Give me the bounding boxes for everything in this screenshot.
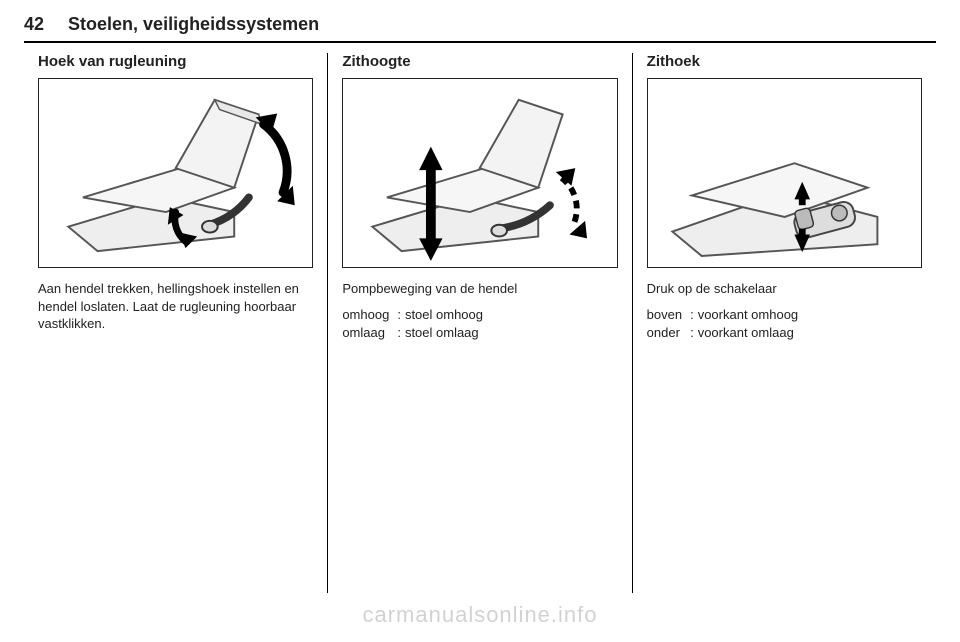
kv-colon: :: [686, 324, 698, 343]
table-row: omlaag : stoel omlaag: [342, 324, 487, 343]
page-header: 42 Stoelen, veiligheidssystemen: [24, 14, 936, 43]
content-columns: Hoek van rugleuning: [24, 53, 936, 593]
kv-colon: :: [393, 324, 405, 343]
seat-backrest-illustration: [39, 79, 312, 267]
table-row: omhoog : stoel omhoog: [342, 306, 487, 325]
section-title: Zithoek: [647, 53, 922, 70]
seat-tilt-illustration: [648, 79, 921, 267]
key-value-table: omhoog : stoel omhoog omlaag : stoel oml…: [342, 306, 487, 344]
kv-value: voorkant omhoog: [698, 306, 802, 325]
kv-key: boven: [647, 306, 686, 325]
watermark-text: carmanualsonline.info: [0, 602, 960, 628]
key-value-table: boven : voorkant omhoog onder : voorkant…: [647, 306, 803, 344]
kv-colon: :: [393, 306, 405, 325]
seat-height-illustration: [343, 79, 616, 267]
kv-value: stoel omhoog: [405, 306, 487, 325]
chapter-title: Stoelen, veiligheidssystemen: [68, 14, 319, 35]
figure-seat-height: [342, 78, 617, 268]
kv-value: stoel omlaag: [405, 324, 487, 343]
kv-key: onder: [647, 324, 686, 343]
page-number: 42: [24, 14, 44, 35]
section-description: Pompbeweging van de hendel: [342, 280, 617, 298]
kv-colon: :: [686, 306, 698, 325]
section-title: Hoek van rugleuning: [38, 53, 313, 70]
kv-key: omlaag: [342, 324, 393, 343]
section-description: Aan hendel trekken, hellingshoek instell…: [38, 280, 313, 333]
kv-key: omhoog: [342, 306, 393, 325]
kv-value: voorkant omlaag: [698, 324, 802, 343]
section-description: Druk op de schakelaar: [647, 280, 922, 298]
column-backrest-angle: Hoek van rugleuning: [24, 53, 327, 593]
figure-backrest-angle: [38, 78, 313, 268]
figure-seat-tilt: [647, 78, 922, 268]
column-seat-height: Zithoogte: [327, 53, 631, 593]
table-row: onder : voorkant omlaag: [647, 324, 803, 343]
column-seat-tilt: Zithoek: [632, 53, 936, 593]
table-row: boven : voorkant omhoog: [647, 306, 803, 325]
manual-page: 42 Stoelen, veiligheidssystemen Hoek van…: [0, 0, 960, 642]
section-title: Zithoogte: [342, 53, 617, 70]
